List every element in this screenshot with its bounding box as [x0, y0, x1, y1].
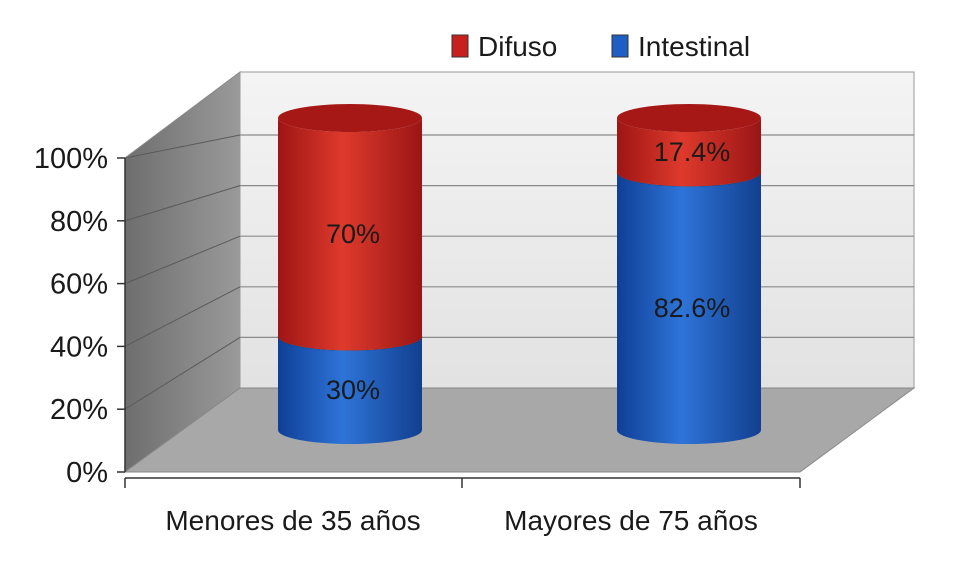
y-tick-label: 100% — [34, 143, 108, 175]
category-label: Mayores de 75 años — [504, 505, 758, 536]
bar-segment — [617, 118, 761, 187]
data-label: 82.6% — [654, 293, 731, 323]
bar-segment — [278, 118, 422, 351]
y-tick-label: 40% — [50, 331, 108, 363]
legend-label: Intestinal — [638, 31, 750, 62]
legend-label: Difuso — [478, 31, 557, 62]
legend-swatch — [611, 34, 629, 58]
bar-segment — [278, 336, 422, 444]
bar-stack: 30% 70% — [277, 104, 423, 444]
category-label: Menores de 35 años — [165, 505, 420, 536]
y-tick-label: 60% — [50, 269, 108, 301]
gridline-side — [124, 185, 241, 222]
floor — [123, 387, 916, 473]
gridline-side — [124, 286, 241, 347]
y-tick-label: 0% — [66, 457, 108, 489]
bar-top-cap — [617, 104, 761, 132]
bar-stack: 82.6% 17.4% — [616, 104, 762, 444]
legend-swatch — [451, 34, 469, 58]
y-tick-label: 20% — [50, 394, 108, 426]
bars: 30% 70% 82.6% 17.4% — [277, 104, 762, 444]
data-label: 30% — [326, 375, 380, 405]
gridline-side — [124, 336, 241, 410]
data-label: 17.4% — [654, 137, 731, 167]
gridline-side — [124, 235, 241, 285]
x-axis: Menores de 35 años Mayores de 75 años — [124, 477, 801, 536]
bar-top-cap — [278, 104, 422, 132]
gridline-side — [124, 134, 241, 159]
y-axis: 0% 20% 40% 60% 80% 100% — [34, 143, 126, 489]
y-tick-label: 80% — [50, 206, 108, 238]
legend: Difuso Intestinal — [451, 31, 750, 62]
bar-segment — [617, 172, 761, 444]
data-label: 70% — [326, 219, 380, 249]
